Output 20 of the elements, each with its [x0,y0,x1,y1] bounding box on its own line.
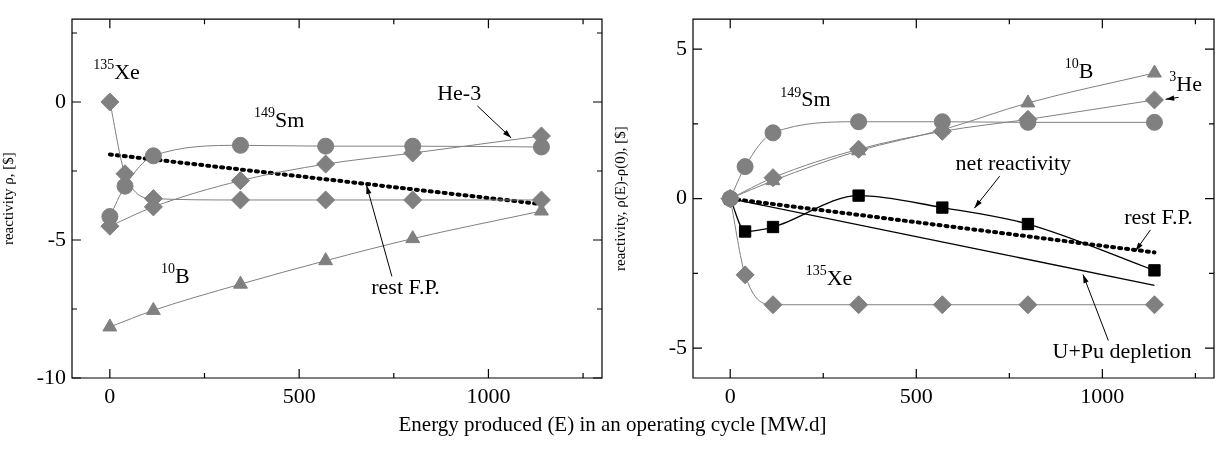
annotation: rest F.P. [371,274,440,300]
y-tick-label: 0 [55,87,66,113]
x-tick-label: 500 [282,382,316,408]
y-tick-label: 0 [676,184,687,210]
x-tick-label: 0 [104,382,116,408]
x-tick-label: 1000 [466,382,511,408]
annotation: rest F.P. [1124,203,1193,229]
y-tick-label: -5 [668,333,687,359]
y-axis-title: reactivity ρ, [$] [0,152,16,246]
x-axis-title: Energy produced (E) in an operating cycle [MW.d] [397,412,828,437]
x-tick-label: 500 [899,382,933,408]
x-tick-label: 1000 [1080,382,1125,408]
y-tick-label: -10 [36,363,66,389]
annotation: net reactivity [955,149,1072,175]
y-tick-label: 5 [676,34,687,60]
x-tick-label: 0 [724,382,736,408]
annotation: U+Pu depletion [1052,338,1192,364]
annotation: He-3 [437,79,482,105]
y-tick-label: -5 [47,225,66,251]
y-axis-title: reactivity, ρ(E)-ρ(0), [$] [611,126,629,271]
